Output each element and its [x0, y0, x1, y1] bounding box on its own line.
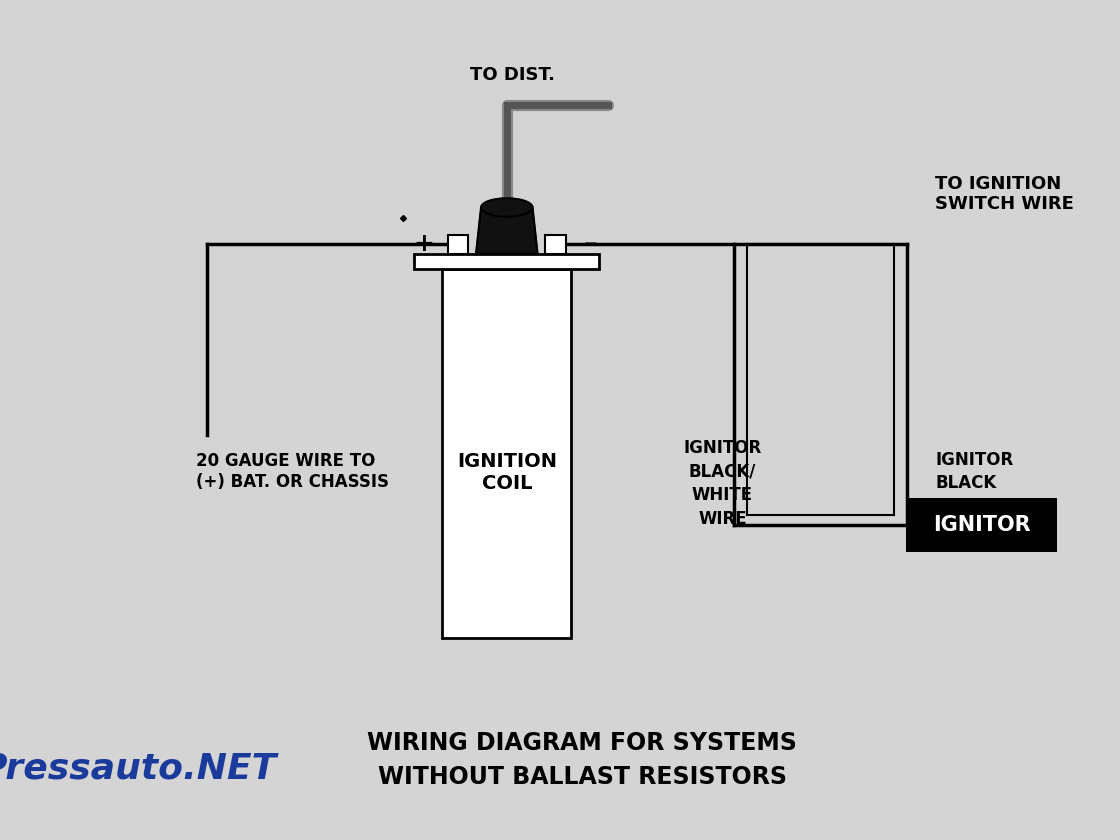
Text: IGNITION
COIL: IGNITION COIL [457, 452, 557, 492]
Bar [442, 269, 571, 638]
Text: TO IGNITION
SWITCH WIRE: TO IGNITION SWITCH WIRE [935, 175, 1074, 213]
Text: WITHOUT BALLAST RESISTORS: WITHOUT BALLAST RESISTORS [377, 765, 787, 789]
Ellipse shape [482, 198, 533, 217]
Text: IGNITOR
BLACK/
WHITE
WIRE: IGNITOR BLACK/ WHITE WIRE [683, 438, 762, 528]
Text: 20 GAUGE WIRE TO
(+) BAT. OR CHASSIS: 20 GAUGE WIRE TO (+) BAT. OR CHASSIS [196, 452, 389, 491]
Text: IGNITOR
BLACK
WIRE: IGNITOR BLACK WIRE [935, 450, 1014, 516]
Text: –: – [584, 230, 597, 259]
Bar [448, 235, 468, 254]
Text: IGNITOR: IGNITOR [933, 515, 1030, 535]
Bar [414, 254, 599, 269]
Bar [906, 497, 1057, 553]
Polygon shape [476, 207, 538, 254]
Text: TO DIST.: TO DIST. [470, 66, 554, 84]
Text: +: + [413, 233, 433, 256]
Bar [545, 235, 566, 254]
Text: WIRING DIAGRAM FOR SYSTEMS: WIRING DIAGRAM FOR SYSTEMS [367, 732, 797, 755]
Text: Pressauto.NET: Pressauto.NET [0, 752, 277, 785]
